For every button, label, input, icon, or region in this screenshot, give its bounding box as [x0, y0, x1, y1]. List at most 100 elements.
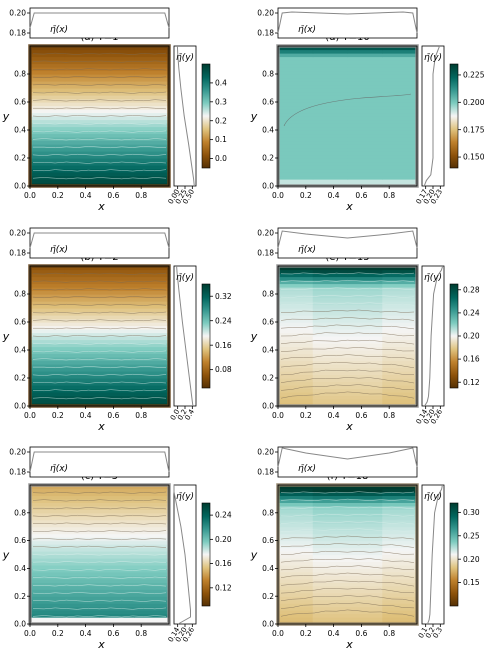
heatmap-cell	[382, 350, 418, 355]
heatmap-cell	[99, 564, 135, 569]
heatmap-cell	[134, 151, 170, 156]
heatmap-cell	[312, 582, 349, 587]
heatmap-cell	[64, 161, 101, 166]
heatmap-cell	[382, 343, 418, 348]
contour-line	[32, 592, 167, 595]
y-tick-label: 0.6	[262, 536, 274, 545]
contour-line	[32, 576, 167, 579]
side-profile-line	[423, 45, 441, 187]
colorbar-tick-label: 0.20	[463, 555, 480, 564]
heatmap-cell	[312, 374, 349, 379]
heatmap-cell	[278, 516, 314, 521]
heatmap-cell	[312, 119, 349, 124]
heatmap-cell	[134, 537, 170, 542]
colorbar-tick-label: 0.12	[463, 378, 480, 387]
side-profile-line	[176, 265, 194, 407]
heatmap-cell	[382, 165, 418, 170]
heatmap-cell	[134, 91, 170, 96]
heatmap-cell	[312, 561, 349, 566]
heatmap-cell	[382, 84, 418, 89]
heatmap-cell	[134, 364, 170, 369]
colorbar-tick-label: 0.16	[215, 559, 232, 568]
heatmap-cell	[312, 116, 349, 121]
heatmap-cell	[30, 74, 66, 79]
heatmap-cell	[278, 266, 314, 271]
top-profile-tick-label: 0.20	[257, 448, 274, 457]
top-profile: 0.18 0.20 η̄(x)	[9, 446, 170, 478]
panel-3: (e) T=150.00.20.40.60.80.00.20.40.60.8xy…	[250, 227, 480, 433]
heatmap-cell	[30, 596, 66, 601]
heatmap-cell	[99, 322, 135, 327]
x-tick-label: 0.4	[80, 629, 92, 638]
heatmap-cell	[99, 294, 135, 299]
heatmap-cell	[134, 266, 170, 271]
heatmap-cell	[134, 568, 170, 573]
contour-line	[280, 295, 415, 298]
heatmap-cell	[64, 495, 101, 500]
heatmap-cell	[64, 488, 101, 493]
heatmap-cell	[347, 290, 383, 295]
heatmap-cell	[278, 179, 314, 184]
heatmap-cell	[347, 130, 383, 135]
heatmap-cell	[64, 571, 101, 576]
heatmap-cell	[30, 280, 66, 285]
contour-line	[280, 384, 415, 391]
heatmap-cell	[312, 276, 349, 281]
heatmap-cell	[30, 498, 66, 503]
heatmap-cell	[30, 599, 66, 604]
heatmap-cell	[278, 575, 314, 580]
heatmap-frame	[29, 265, 170, 407]
heatmap-cell	[347, 315, 383, 320]
heatmap-cell	[278, 154, 314, 159]
heatmap-cell	[30, 112, 66, 117]
heatmap-cell	[30, 540, 66, 545]
heatmap-cell	[278, 175, 314, 180]
top-profile-tick-label: 0.18	[9, 29, 26, 38]
heatmap-cell	[278, 318, 314, 323]
y-tick-label: 0.8	[14, 508, 26, 517]
heatmap-cell	[30, 509, 66, 514]
heatmap-cell	[99, 547, 135, 552]
heatmap-cell	[99, 130, 135, 135]
heatmap-cell	[312, 144, 349, 149]
heatmap-cell	[278, 395, 314, 400]
heatmap-cell	[347, 571, 383, 576]
heatmap-cell	[30, 530, 66, 535]
heatmap-cell	[347, 322, 383, 327]
top-profile-tick-label: 0.18	[9, 249, 26, 258]
heatmap-cell	[347, 575, 383, 580]
colorbar-gradient	[449, 283, 459, 389]
heatmap-cell	[99, 385, 135, 390]
heatmap-cell	[64, 385, 101, 390]
heatmap-cell	[99, 505, 135, 510]
x-tick-label: 0.8	[383, 411, 395, 420]
axes: 0.0 0.2 0.4 0.6 0.8 0.0 0.2 0.4 0.6 0.8 x y	[2, 290, 148, 433]
heatmap-cell	[382, 283, 418, 288]
heatmap-cell	[134, 154, 170, 159]
heatmap-cell	[278, 388, 314, 393]
heatmap-cell	[312, 544, 349, 549]
x-tick-label: 0.4	[328, 191, 340, 200]
heatmap-cell	[99, 613, 135, 618]
heatmap-cell	[347, 346, 383, 351]
heatmap-cell	[99, 551, 135, 556]
heatmap-cell	[278, 283, 314, 288]
heatmap-cell	[382, 179, 418, 184]
heatmap-cell	[278, 564, 314, 569]
heatmap-cell	[64, 364, 101, 369]
heatmap-cell	[30, 276, 66, 281]
heatmap-cell	[64, 519, 101, 524]
heatmap-cell	[64, 544, 101, 549]
heatmap-cell	[278, 385, 314, 390]
heatmap-cell	[64, 395, 101, 400]
y-tick-label: 0.8	[14, 70, 26, 79]
heatmap-cell	[64, 91, 101, 96]
colorbar: 0.15 0.20 0.25 0.30	[449, 502, 480, 607]
colorbar-tick-label: 0.150	[463, 153, 485, 162]
heatmap-cell	[134, 112, 170, 117]
side-profile: η̄(y)0.140.200.26	[415, 265, 445, 426]
heatmap-cell	[64, 154, 101, 159]
heatmap-cell	[134, 585, 170, 590]
heatmap-cell	[134, 283, 170, 288]
x-axis-label: x	[97, 200, 105, 213]
